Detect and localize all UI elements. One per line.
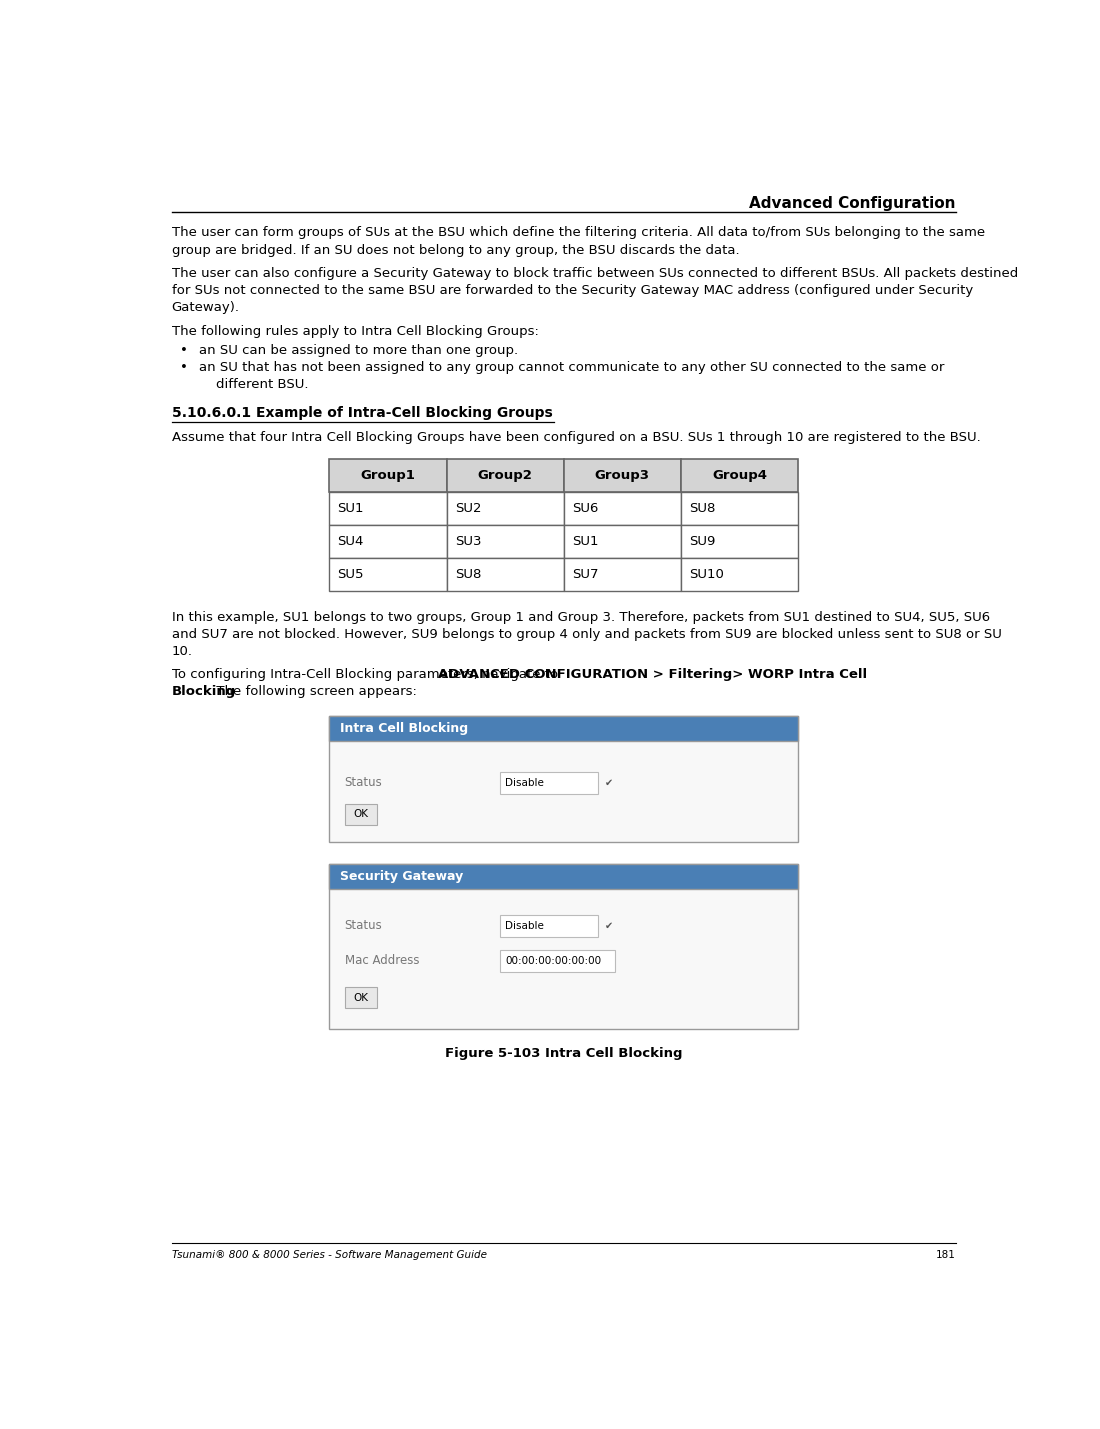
Text: The user can also configure a Security Gateway to block traffic between SUs conn: The user can also configure a Security G… <box>172 267 1018 280</box>
Text: SU7: SU7 <box>572 567 598 580</box>
Text: SU10: SU10 <box>690 567 724 580</box>
Text: SU6: SU6 <box>572 502 598 514</box>
Text: To configuring Intra-Cell Blocking parameters, navigate to: To configuring Intra-Cell Blocking param… <box>172 669 562 682</box>
Text: •: • <box>180 362 188 374</box>
Bar <box>329 865 799 1029</box>
Text: Mac Address: Mac Address <box>344 955 419 967</box>
Text: Security Gateway: Security Gateway <box>340 870 463 883</box>
Bar <box>447 557 563 590</box>
Text: The user can form groups of SUs at the BSU which define the filtering criteria. : The user can form groups of SUs at the B… <box>172 227 984 240</box>
Text: group are bridged. If an SU does not belong to any group, the BSU discards the d: group are bridged. If an SU does not bel… <box>172 243 739 257</box>
Bar <box>563 459 681 492</box>
Bar <box>447 459 563 492</box>
Text: 181: 181 <box>936 1250 956 1260</box>
Text: ✔: ✔ <box>605 777 613 787</box>
Bar <box>563 524 681 557</box>
Text: . The following screen appears:: . The following screen appears: <box>208 686 417 699</box>
Text: Group4: Group4 <box>712 469 767 482</box>
Text: Gateway).: Gateway). <box>172 302 240 314</box>
Bar <box>563 557 681 590</box>
Text: SU3: SU3 <box>454 534 481 547</box>
Bar <box>329 716 799 842</box>
Text: Status: Status <box>344 919 383 932</box>
Bar <box>447 492 563 524</box>
Text: Assume that four Intra Cell Blocking Groups have been configured on a BSU. SUs 1: Assume that four Intra Cell Blocking Gro… <box>172 430 980 443</box>
Text: ADVANCED CONFIGURATION > Filtering> WORP Intra Cell: ADVANCED CONFIGURATION > Filtering> WORP… <box>438 669 867 682</box>
Text: In this example, SU1 belongs to two groups, Group 1 and Group 3. Therefore, pack: In this example, SU1 belongs to two grou… <box>172 610 990 623</box>
Bar <box>499 950 615 972</box>
Text: SU2: SU2 <box>454 502 481 514</box>
Text: and SU7 are not blocked. However, SU9 belongs to group 4 only and packets from S: and SU7 are not blocked. However, SU9 be… <box>172 627 1001 640</box>
Text: Disable: Disable <box>505 777 543 787</box>
Bar <box>563 492 681 524</box>
Text: an SU that has not been assigned to any group cannot communicate to any other SU: an SU that has not been assigned to any … <box>199 362 944 374</box>
Text: OK: OK <box>353 809 369 819</box>
Text: 00:00:00:00:00:00: 00:00:00:00:00:00 <box>505 956 601 966</box>
Text: Group2: Group2 <box>477 469 532 482</box>
Bar <box>681 557 799 590</box>
Bar <box>344 803 377 825</box>
Bar <box>499 915 598 937</box>
Text: SU1: SU1 <box>572 534 598 547</box>
Bar <box>329 459 447 492</box>
Text: The following rules apply to Intra Cell Blocking Groups:: The following rules apply to Intra Cell … <box>172 324 539 339</box>
Bar <box>447 524 563 557</box>
Text: SU5: SU5 <box>338 567 364 580</box>
Text: SU1: SU1 <box>338 502 364 514</box>
Bar <box>344 987 377 1009</box>
Bar <box>329 865 799 889</box>
Text: OK: OK <box>353 993 369 1003</box>
Bar <box>681 524 799 557</box>
Text: Group1: Group1 <box>361 469 416 482</box>
Bar <box>329 492 447 524</box>
Text: Figure 5-103 Intra Cell Blocking: Figure 5-103 Intra Cell Blocking <box>446 1047 682 1060</box>
Text: different BSU.: different BSU. <box>199 379 308 392</box>
Text: Disable: Disable <box>505 920 543 930</box>
Bar <box>681 492 799 524</box>
Text: 5.10.6.0.1 Example of Intra-Cell Blocking Groups: 5.10.6.0.1 Example of Intra-Cell Blockin… <box>172 406 552 420</box>
Text: ✔: ✔ <box>605 920 613 930</box>
Text: an SU can be assigned to more than one group.: an SU can be assigned to more than one g… <box>199 344 518 357</box>
Text: SU8: SU8 <box>454 567 481 580</box>
Text: Group3: Group3 <box>595 469 650 482</box>
Bar <box>329 557 447 590</box>
Bar <box>499 772 598 793</box>
Text: •: • <box>180 344 188 357</box>
Text: for SUs not connected to the same BSU are forwarded to the Security Gateway MAC : for SUs not connected to the same BSU ar… <box>172 284 972 297</box>
Text: Intra Cell Blocking: Intra Cell Blocking <box>340 722 468 735</box>
Bar <box>329 524 447 557</box>
Text: Advanced Configuration: Advanced Configuration <box>749 196 956 210</box>
Text: SU4: SU4 <box>338 534 364 547</box>
Text: 10.: 10. <box>172 644 192 657</box>
Bar <box>329 716 799 740</box>
Bar <box>681 459 799 492</box>
Text: Tsunami® 800 & 8000 Series - Software Management Guide: Tsunami® 800 & 8000 Series - Software Ma… <box>172 1250 486 1260</box>
Text: Blocking: Blocking <box>172 686 235 699</box>
Text: SU8: SU8 <box>690 502 715 514</box>
Text: Status: Status <box>344 776 383 789</box>
Text: SU9: SU9 <box>690 534 715 547</box>
